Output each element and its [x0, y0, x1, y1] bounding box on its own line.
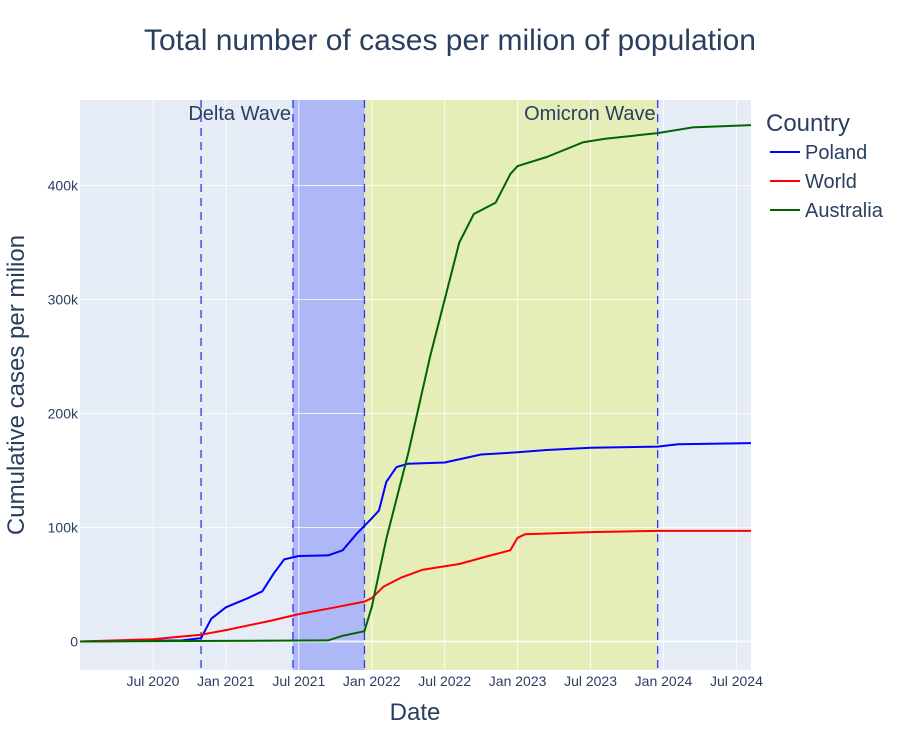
- legend-label: World: [805, 171, 857, 193]
- series-line-world[interactable]: [79, 529, 751, 643]
- y-tick-label: 300k: [48, 292, 79, 308]
- series-line-poland[interactable]: [79, 442, 752, 643]
- omicron-wave-band: [364, 100, 658, 670]
- chart-title: Total number of cases per milion of popu…: [144, 24, 756, 57]
- vlines-layer: [200, 100, 659, 670]
- y-tick-label: 200k: [48, 406, 79, 422]
- y-axis-ticks: 0 100k 200k 300k 400k: [48, 178, 79, 650]
- legend-item-australia[interactable]: Australia: [770, 200, 884, 222]
- legend-item-poland[interactable]: Poland: [770, 142, 867, 164]
- series-layer: [79, 124, 752, 643]
- y-tick-label: 0: [70, 634, 78, 650]
- delta-wave-band: [292, 100, 365, 670]
- legend-label: Australia: [805, 200, 884, 222]
- legend: Country Poland World Australia: [766, 110, 884, 222]
- x-tick-label: Jan 2022: [343, 673, 401, 689]
- x-tick-label: Jan 2023: [489, 673, 547, 689]
- annotations-layer: Delta Wave Omicron Wave: [188, 103, 655, 125]
- x-tick-label: Jul 2022: [418, 673, 471, 689]
- x-axis-ticks: Jul 2020 Jan 2021 Jul 2021 Jan 2022 Jul 2022…: [126, 673, 763, 689]
- annotation-delta-wave: Delta Wave: [188, 103, 291, 125]
- y-tick-label: 100k: [48, 520, 79, 536]
- y-tick-label: 400k: [48, 178, 79, 194]
- x-tick-label: Jan 2021: [197, 673, 255, 689]
- x-tick-label: Jul 2023: [564, 673, 617, 689]
- series-line-australia[interactable]: [79, 124, 752, 643]
- y-axis-title: Cumulative cases per milion: [3, 235, 30, 535]
- x-tick-label: Jul 2020: [126, 673, 179, 689]
- x-tick-label: Jul 2021: [272, 673, 325, 689]
- annotation-omicron-wave: Omicron Wave: [524, 103, 656, 125]
- legend-title: Country: [766, 110, 850, 137]
- x-tick-label: Jan 2024: [635, 673, 693, 689]
- grid-layer: [80, 100, 751, 670]
- legend-item-world[interactable]: World: [770, 171, 857, 193]
- legend-label: Poland: [805, 142, 867, 164]
- bands-layer: [292, 100, 658, 670]
- x-tick-label: Jul 2024: [710, 673, 763, 689]
- x-axis-title: Date: [390, 699, 441, 726]
